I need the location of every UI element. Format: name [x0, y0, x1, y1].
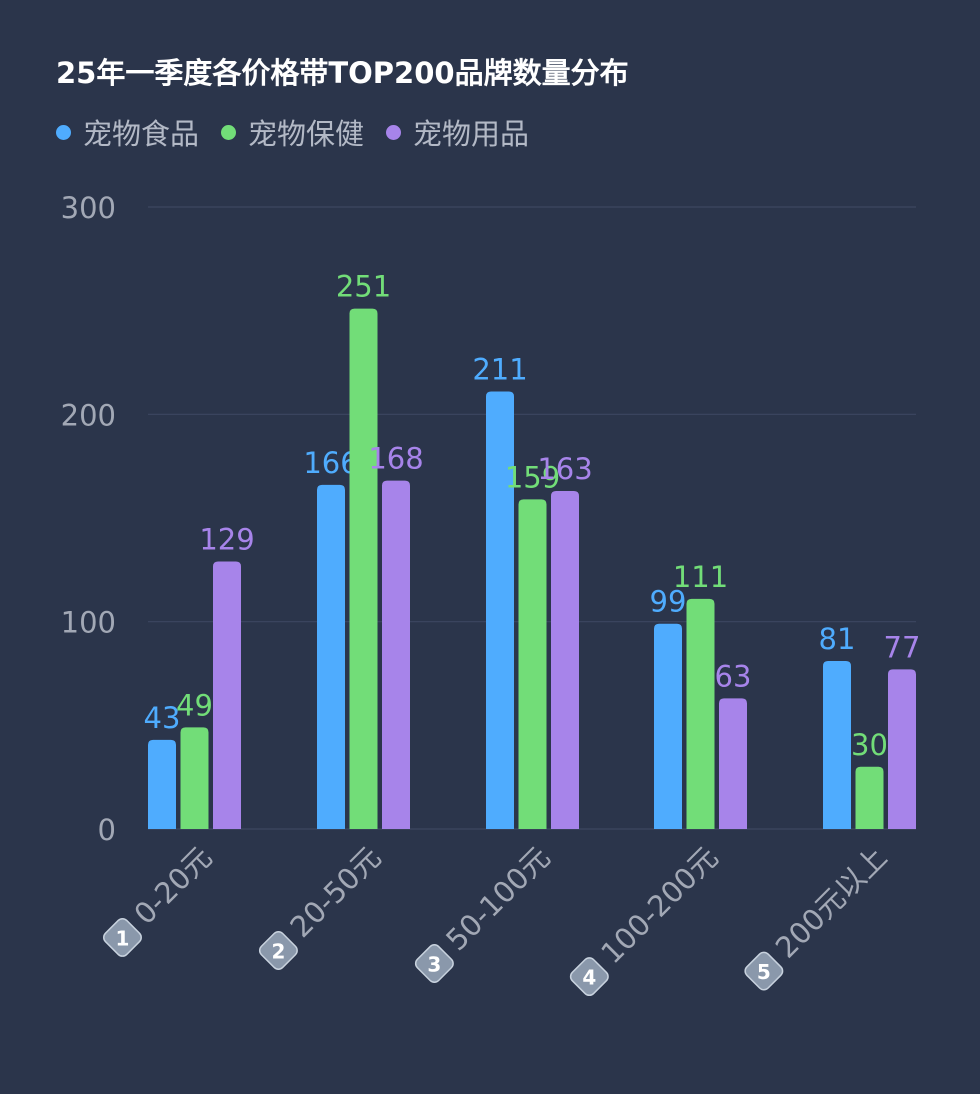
data-label: 81: [819, 622, 856, 656]
bar: [888, 669, 916, 829]
data-label: 111: [673, 560, 728, 594]
data-label: 129: [199, 523, 254, 557]
number-badge-icon: [258, 931, 298, 970]
bar: [317, 484, 345, 829]
x-tick-label: 0-20元: [127, 840, 218, 931]
legend-dot-icon: [386, 124, 402, 140]
legend: 宠物食品 宠物保健 宠物用品: [56, 112, 551, 152]
number-badge-label: 4: [582, 966, 596, 990]
data-label: 77: [884, 630, 921, 664]
data-label: 49: [176, 688, 213, 722]
data-label: 63: [715, 659, 752, 693]
bar: [823, 661, 851, 829]
legend-item-food[interactable]: 宠物食品: [56, 111, 199, 153]
x-tick-label: 50-100元: [439, 840, 556, 957]
bar: [349, 308, 378, 829]
x-tick-label: 20-50元: [283, 840, 387, 944]
bar: [180, 727, 209, 829]
legend-dot-icon: [56, 124, 71, 140]
legend-label: 宠物保健: [248, 117, 365, 151]
bar: [719, 698, 747, 829]
y-tick-label: 200: [61, 398, 116, 432]
data-label: 211: [472, 353, 527, 387]
data-label: 159: [505, 460, 560, 494]
bar: [518, 499, 547, 829]
data-label: 166: [303, 446, 358, 480]
number-badge-label: 5: [757, 960, 771, 984]
number-badge-icon: [744, 951, 784, 991]
bar: [486, 391, 514, 829]
number-badge-icon: [569, 957, 609, 997]
bar: [213, 561, 241, 829]
number-badge-label: 3: [427, 953, 441, 977]
bar: [551, 491, 579, 829]
legend-label: 宠物用品: [413, 117, 530, 151]
bar: [686, 598, 715, 829]
legend-item-supplies[interactable]: 宠物用品: [386, 111, 529, 153]
y-tick-label: 300: [61, 191, 116, 225]
bar: [855, 766, 884, 829]
data-label: 43: [144, 701, 181, 735]
x-tick-label: 100-200元: [594, 840, 724, 970]
data-label: 30: [851, 728, 888, 762]
bar: [148, 739, 176, 829]
data-label: 99: [650, 585, 687, 619]
number-badge-icon: [414, 944, 454, 984]
data-label: 163: [537, 452, 592, 486]
number-badge-label: 1: [116, 926, 130, 950]
x-tick-label: 200元以上: [769, 840, 894, 965]
chart-title: 25年一季度各价格带TOP200品牌数量分布: [56, 56, 629, 90]
legend-dot-icon: [221, 124, 237, 140]
legend-label: 宠物食品: [83, 117, 200, 151]
bar: [654, 623, 682, 829]
number-badge-icon: [102, 917, 142, 957]
legend-item-health[interactable]: 宠物保健: [221, 111, 364, 153]
data-label: 251: [336, 270, 391, 304]
data-label: 168: [368, 442, 423, 476]
y-tick-label: 0: [98, 813, 116, 847]
number-badge-label: 2: [271, 939, 285, 963]
bar: [382, 480, 410, 829]
y-tick-label: 100: [61, 606, 116, 640]
